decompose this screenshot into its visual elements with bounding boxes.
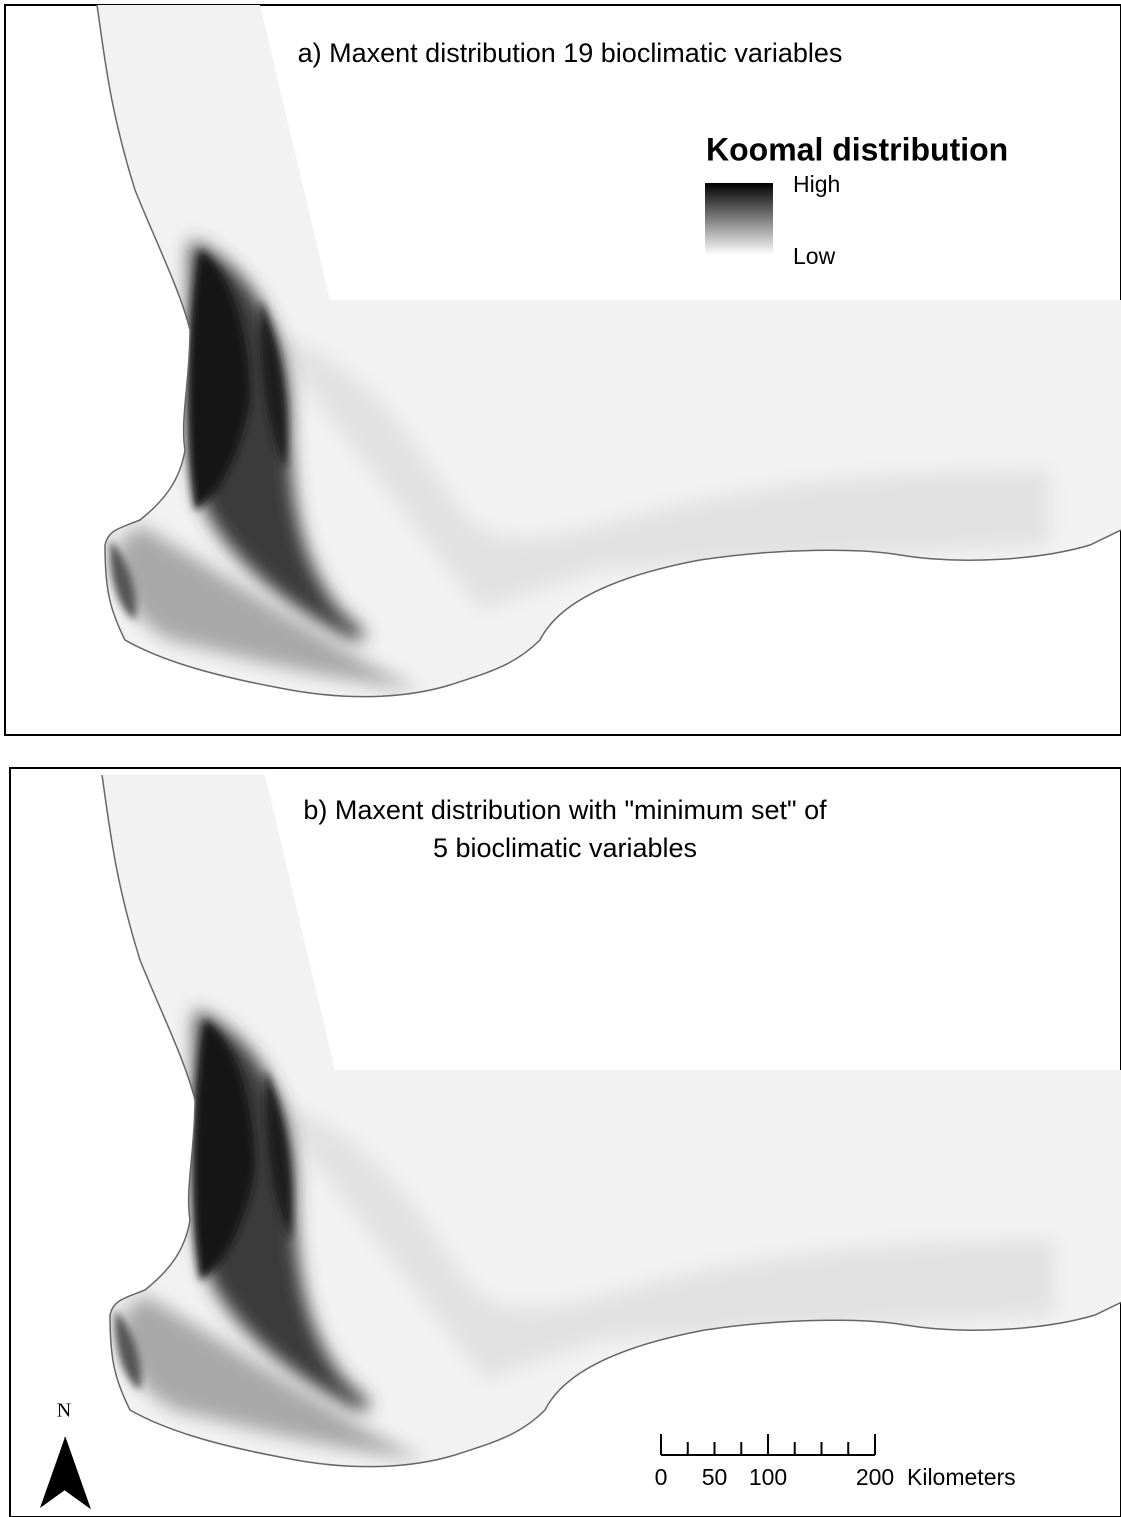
scale-unit: Kilometers: [907, 1464, 1016, 1490]
legend-ramp: [705, 183, 773, 255]
north-label: N: [57, 1400, 71, 1422]
legend-label: High: [793, 171, 840, 197]
legend-label: Low: [793, 243, 836, 269]
scale-label: 200: [856, 1464, 894, 1490]
scale-label: 0: [655, 1464, 668, 1490]
panel-title: b) Maxent distribution with "minimum set…: [303, 795, 827, 825]
panel-title: 5 bioclimatic variables: [433, 833, 697, 863]
panel-title: a) Maxent distribution 19 bioclimatic va…: [298, 38, 843, 68]
scale-label: 50: [702, 1464, 728, 1490]
legend-title: Koomal distribution: [706, 131, 1008, 167]
page: a) Maxent distribution 19 bioclimatic va…: [0, 0, 1121, 1517]
figure: a) Maxent distribution 19 bioclimatic va…: [0, 0, 1121, 1517]
scale-label: 100: [749, 1464, 787, 1490]
